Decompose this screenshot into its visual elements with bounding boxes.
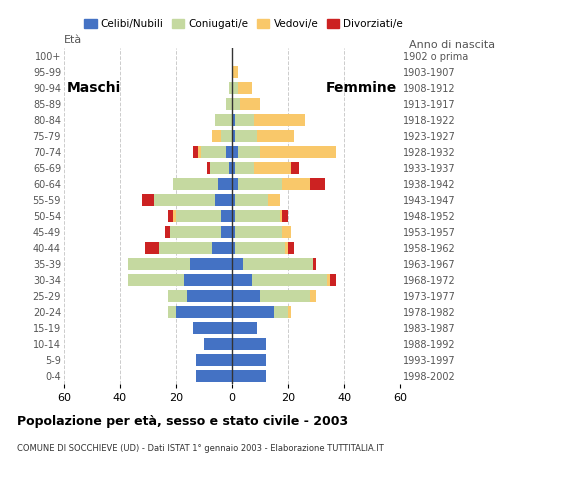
Bar (232, 130, 235, 143)
Bar (232, 114, 235, 126)
Bar (232, 289, 260, 302)
Bar (232, 193, 235, 206)
Bar (212, 241, 232, 254)
Bar (184, 274, 232, 287)
Bar (232, 178, 238, 191)
Bar (238, 145, 260, 158)
Bar (313, 258, 316, 270)
Bar (327, 274, 330, 287)
Bar (232, 162, 235, 174)
Bar (190, 258, 232, 270)
Bar (310, 178, 324, 191)
Bar (206, 162, 209, 174)
Bar (193, 145, 198, 158)
Bar (282, 226, 291, 239)
Bar (235, 162, 255, 174)
Bar (232, 258, 243, 270)
Bar (176, 306, 232, 318)
Bar (195, 370, 232, 383)
Text: Maschi: Maschi (67, 81, 121, 95)
Bar (232, 97, 240, 110)
Text: Anno di nascita: Anno di nascita (409, 40, 495, 50)
Bar (232, 66, 238, 78)
Bar (232, 354, 266, 366)
Bar (201, 145, 226, 158)
Bar (260, 289, 310, 302)
Bar (176, 210, 221, 222)
Bar (232, 322, 257, 335)
Bar (195, 354, 232, 366)
Bar (274, 306, 288, 318)
Bar (226, 145, 232, 158)
Bar (310, 289, 316, 302)
Bar (232, 210, 235, 222)
Bar (232, 337, 266, 350)
Bar (232, 306, 274, 318)
Bar (282, 210, 288, 222)
Text: Femmine: Femmine (326, 81, 397, 95)
Bar (235, 226, 282, 239)
Bar (232, 241, 235, 254)
Bar (252, 274, 327, 287)
Bar (232, 370, 266, 383)
Bar (269, 193, 280, 206)
Legend: Celibi/Nubili, Coniugati/e, Vedovi/e, Divorziati/e: Celibi/Nubili, Coniugati/e, Vedovi/e, Di… (80, 15, 407, 33)
Text: COMUNE DI SOCCHIEVE (UD) - Dati ISTAT 1° gennaio 2003 - Elaborazione TUTTITALIA.: COMUNE DI SOCCHIEVE (UD) - Dati ISTAT 1°… (17, 444, 384, 453)
Bar (282, 178, 310, 191)
Bar (218, 178, 232, 191)
Bar (288, 306, 291, 318)
Bar (291, 162, 299, 174)
Bar (168, 289, 187, 302)
Bar (221, 226, 232, 239)
Bar (330, 274, 336, 287)
Bar (173, 178, 218, 191)
Bar (232, 82, 238, 95)
Bar (165, 226, 171, 239)
Bar (260, 145, 336, 158)
Bar (215, 114, 232, 126)
Bar (232, 226, 235, 239)
Bar (280, 210, 282, 222)
Bar (212, 130, 221, 143)
Bar (154, 193, 215, 206)
Bar (204, 337, 232, 350)
Bar (142, 193, 154, 206)
Bar (128, 274, 184, 287)
Bar (285, 241, 288, 254)
Bar (187, 289, 232, 302)
Bar (145, 241, 159, 254)
Text: Popolazione per età, sesso e stato civile - 2003: Popolazione per età, sesso e stato civil… (17, 415, 349, 428)
Text: Età: Età (64, 35, 82, 45)
Bar (198, 145, 201, 158)
Bar (226, 97, 232, 110)
Bar (159, 241, 212, 254)
Bar (240, 97, 260, 110)
Bar (235, 241, 285, 254)
Bar (209, 162, 229, 174)
Bar (171, 226, 221, 239)
Bar (128, 258, 190, 270)
Bar (168, 306, 176, 318)
Bar (232, 145, 238, 158)
Bar (255, 162, 291, 174)
Bar (235, 114, 255, 126)
Bar (193, 322, 232, 335)
Bar (257, 130, 293, 143)
Bar (168, 210, 173, 222)
Bar (173, 210, 176, 222)
Bar (238, 178, 282, 191)
Bar (221, 210, 232, 222)
Bar (238, 82, 252, 95)
Bar (229, 82, 232, 95)
Bar (235, 130, 257, 143)
Bar (255, 114, 305, 126)
Bar (232, 274, 252, 287)
Bar (243, 258, 313, 270)
Bar (215, 193, 232, 206)
Bar (221, 130, 232, 143)
Bar (288, 241, 293, 254)
Bar (235, 210, 280, 222)
Bar (235, 193, 269, 206)
Bar (229, 162, 232, 174)
